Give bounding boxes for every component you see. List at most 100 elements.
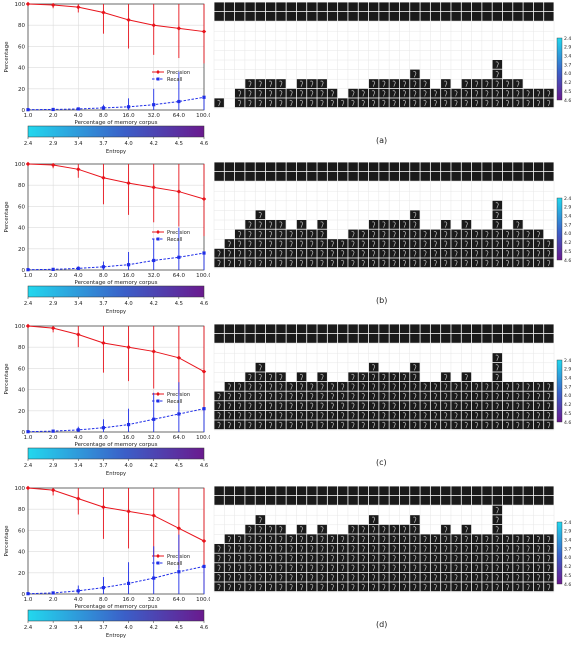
digit-glyph xyxy=(248,583,252,591)
digit-tile xyxy=(296,553,307,563)
digit-tile xyxy=(245,372,255,382)
digit-glyph xyxy=(238,240,242,247)
digit-glyph xyxy=(413,80,417,87)
digit-glyph xyxy=(433,402,437,409)
digit-tile xyxy=(379,486,389,496)
digit-glyph xyxy=(464,564,468,571)
digit-tile xyxy=(358,162,369,172)
data-point xyxy=(101,106,106,110)
digit-tile xyxy=(368,324,379,334)
digit-tile xyxy=(307,334,317,343)
digit-tile xyxy=(317,258,327,268)
digit-glyph xyxy=(310,393,314,400)
digit-tile xyxy=(224,582,235,592)
digit-glyph xyxy=(485,250,489,257)
digit-tile xyxy=(327,572,338,582)
digit-glyph xyxy=(227,250,231,257)
digit-tile xyxy=(482,382,492,391)
x-tick-label: 32.0 xyxy=(148,113,161,119)
digit-tile xyxy=(544,544,554,553)
digit-glyph xyxy=(330,250,334,257)
data-point xyxy=(176,26,182,31)
digit-tile xyxy=(224,486,235,496)
digit-glyph xyxy=(299,231,303,238)
digit-tile xyxy=(482,391,492,401)
side-colorbar-tick-label: 4.5 xyxy=(564,573,571,579)
digit-glyph xyxy=(526,383,530,390)
y-axis-label: Percentage xyxy=(4,363,10,395)
digit-tile xyxy=(255,582,266,592)
digit-tile xyxy=(544,582,554,592)
digit-tile xyxy=(451,258,461,268)
digit-tile xyxy=(368,496,379,505)
digit-tile xyxy=(389,572,400,582)
digit-tile xyxy=(410,496,420,505)
digit-tile xyxy=(317,88,327,98)
digit-glyph xyxy=(289,574,293,581)
digit-glyph xyxy=(423,90,427,97)
digit-tile xyxy=(358,534,369,544)
digit-glyph xyxy=(382,574,386,581)
y-tick-label: 60 xyxy=(18,204,25,210)
digit-tile xyxy=(513,162,523,172)
digit-glyph xyxy=(268,526,273,533)
digit-tile xyxy=(389,248,400,258)
side-colorbar-gradient xyxy=(556,359,563,423)
digit-tile xyxy=(482,496,492,505)
side-colorbar-tick-label: 4.2 xyxy=(564,564,571,570)
digit-glyph xyxy=(268,221,273,228)
digit-glyph xyxy=(454,231,458,238)
digit-tile xyxy=(368,524,379,534)
digit-tile xyxy=(286,172,297,181)
digit-tile xyxy=(265,572,276,582)
digit-tile xyxy=(265,486,276,496)
digit-tile xyxy=(379,2,389,12)
digit-tile xyxy=(214,420,224,430)
digit-tile xyxy=(265,2,276,12)
digit-glyph xyxy=(516,535,520,543)
digit-tile xyxy=(492,210,503,220)
digit-tile xyxy=(276,382,286,391)
x-tick-label: 32.0 xyxy=(148,273,161,279)
colorbar-tick-label: 2.9 xyxy=(49,463,57,469)
digit-tile xyxy=(492,162,503,172)
digit-tile xyxy=(286,420,297,430)
digit-glyph xyxy=(433,555,437,562)
data-point xyxy=(101,10,106,15)
digit-glyph xyxy=(516,90,520,97)
side-colorbar-tick-label: 3.7 xyxy=(564,546,571,552)
digit-glyph xyxy=(413,535,417,543)
digit-tile xyxy=(348,258,358,268)
digit-glyph xyxy=(485,535,489,543)
digit-tile xyxy=(286,553,297,563)
digit-tile xyxy=(276,162,286,172)
digit-tile xyxy=(255,410,266,420)
digit-glyph xyxy=(392,373,396,381)
digit-tile xyxy=(276,553,286,563)
digit-tile xyxy=(358,334,369,343)
digit-tile xyxy=(502,572,513,582)
digit-tile xyxy=(307,98,317,108)
y-tick-label: 40 xyxy=(18,550,25,556)
digit-glyph xyxy=(516,393,520,400)
digit-tile xyxy=(235,88,245,98)
digit-glyph xyxy=(475,80,479,87)
digit-tile xyxy=(492,486,503,496)
digit-tile xyxy=(235,401,245,410)
digit-tile xyxy=(379,248,389,258)
digit-tile xyxy=(317,220,327,229)
digit-tile xyxy=(523,334,533,343)
digit-glyph xyxy=(341,421,345,429)
digit-glyph xyxy=(433,231,437,238)
digit-glyph xyxy=(371,555,376,562)
data-point xyxy=(151,185,156,190)
digit-tile xyxy=(286,88,297,98)
digit-glyph xyxy=(402,80,406,87)
digit-glyph xyxy=(382,535,386,543)
legend-label-recall: Recall xyxy=(167,77,182,83)
colorbar-tick-label: 4.2 xyxy=(150,625,158,631)
digit-tile xyxy=(471,544,482,553)
digit-glyph xyxy=(495,555,499,562)
digit-tile xyxy=(348,486,358,496)
